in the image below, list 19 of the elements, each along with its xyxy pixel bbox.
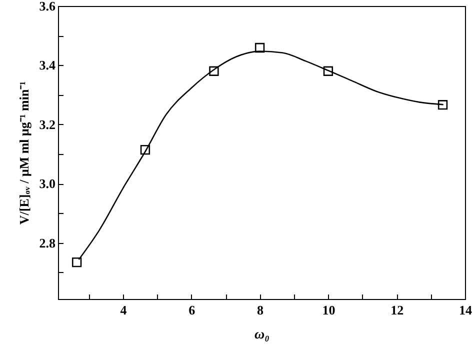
x-tick-label: 14 <box>459 302 472 318</box>
point <box>72 257 82 268</box>
x-tick-label: 6 <box>188 302 196 318</box>
y-tick-label: 3.2 <box>39 116 56 132</box>
x-tick-label: 4 <box>120 302 128 318</box>
x-axis-title: ω₀ <box>254 328 270 342</box>
x-tick-label: 10 <box>322 302 336 318</box>
point <box>438 100 448 110</box>
point <box>254 42 265 53</box>
y-tick-label: 3.4 <box>39 58 56 73</box>
y-tick-label: 3.6 <box>39 0 56 14</box>
y-axis-title: V/[E]ₒᵥ / μM ml μg⁻¹ min⁻¹ <box>16 81 32 225</box>
y-tick-label: 2.8 <box>39 235 56 250</box>
x-tick-label: 12 <box>390 302 404 318</box>
x-tick-label: 8 <box>257 302 264 318</box>
point <box>209 66 219 76</box>
y-tick-label: 3.0 <box>39 176 56 192</box>
point <box>140 145 150 155</box>
point <box>323 66 334 76</box>
